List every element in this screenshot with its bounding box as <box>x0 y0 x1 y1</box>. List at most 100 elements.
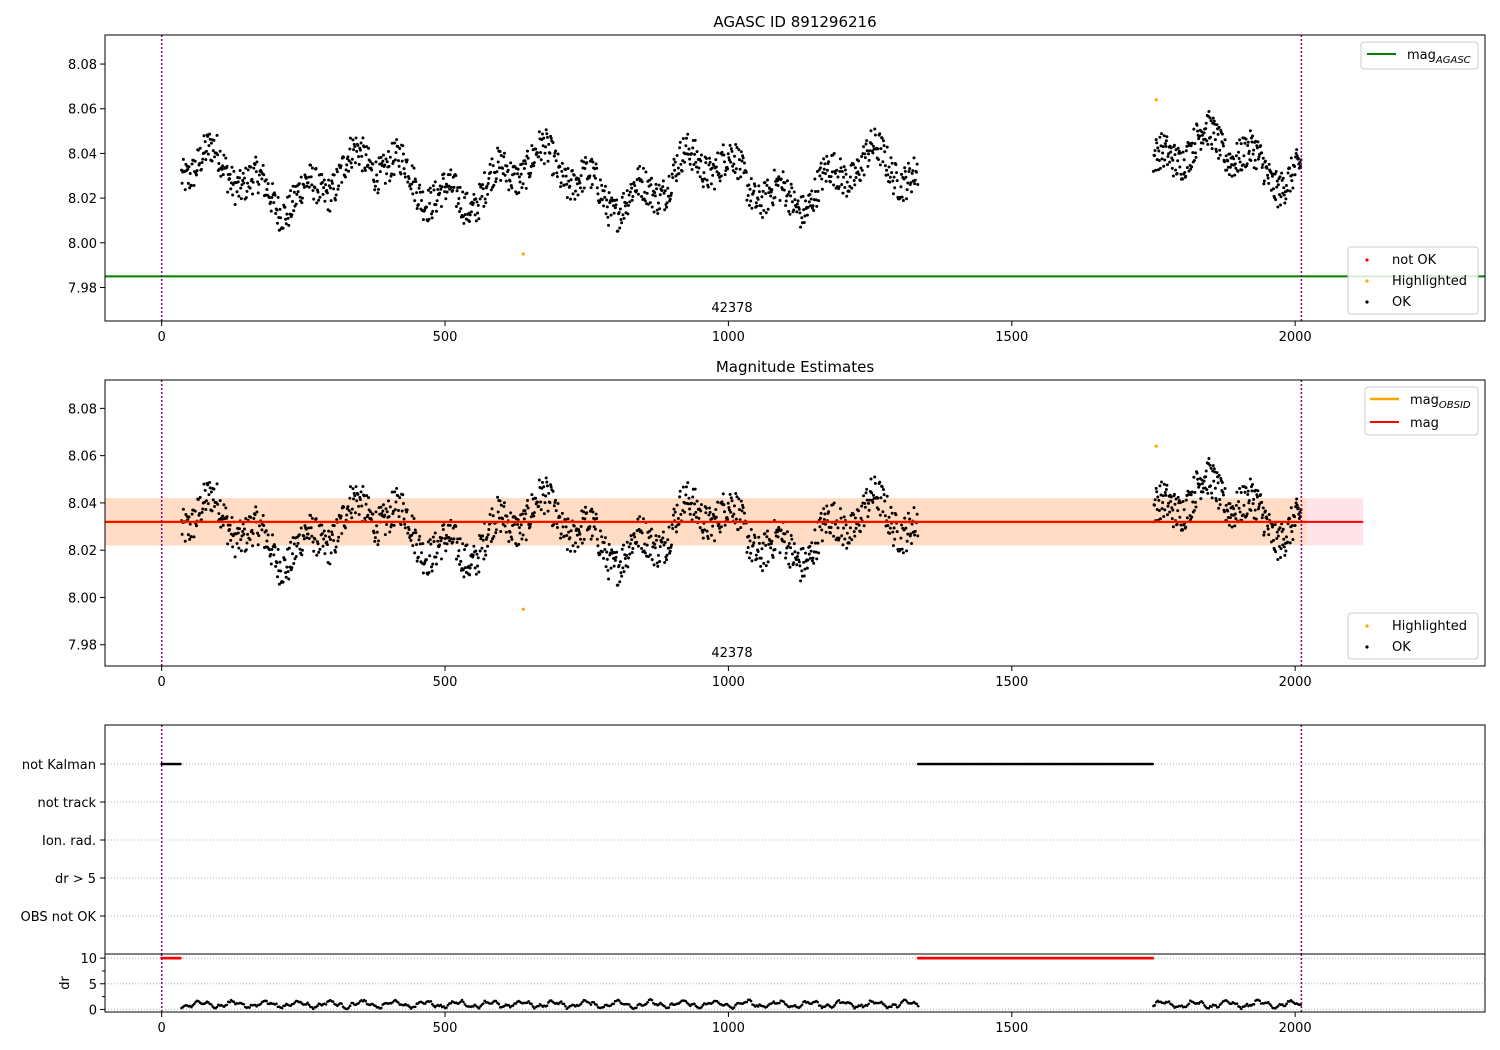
ok-point <box>879 496 883 500</box>
ok-point <box>730 149 734 153</box>
ok-point <box>561 525 565 529</box>
ok-point <box>904 175 908 179</box>
ok-point <box>742 511 746 515</box>
ok-point <box>189 535 193 539</box>
ok-point <box>640 180 644 184</box>
ok-point <box>529 171 533 175</box>
ok-point <box>198 161 202 165</box>
ok-point <box>1261 506 1265 510</box>
ok-point <box>905 188 909 192</box>
ok-point <box>272 543 276 547</box>
ok-point <box>480 546 484 550</box>
dr-point <box>531 1005 535 1008</box>
dr-point <box>232 1000 236 1004</box>
ok-point <box>458 210 462 214</box>
ok-point <box>714 165 718 169</box>
ok-point <box>340 531 344 535</box>
ok-point <box>845 546 849 550</box>
ok-point <box>726 152 730 156</box>
ok-point <box>661 530 665 534</box>
panel-1-xtick-label: 500 <box>433 330 458 345</box>
ok-point <box>320 523 324 527</box>
ok-point <box>507 188 511 192</box>
ok-point <box>1282 193 1286 197</box>
ok-point <box>413 528 417 532</box>
ok-point <box>729 147 733 151</box>
ok-point <box>1153 503 1157 507</box>
ok-point <box>285 565 289 569</box>
ok-point <box>1221 493 1225 497</box>
ok-point <box>566 517 570 521</box>
ok-point <box>718 530 722 534</box>
panel-agasc: AGASC ID 891296216 42378 0 500 1000 1500 200… <box>68 13 1486 345</box>
ok-point <box>208 486 212 490</box>
ok-point <box>833 171 837 175</box>
ok-point <box>596 544 600 548</box>
ok-point <box>206 483 210 487</box>
panel-1-marks <box>105 35 1485 321</box>
ok-point <box>1282 537 1286 541</box>
ok-point <box>298 195 302 199</box>
ok-point <box>607 223 611 227</box>
ok-point <box>900 523 904 527</box>
ok-point <box>364 153 368 157</box>
ok-point <box>246 181 250 185</box>
dr-point <box>242 1002 246 1006</box>
ok-point <box>543 151 547 155</box>
dr-point <box>916 1004 920 1008</box>
ok-point <box>388 179 392 183</box>
ok-point <box>222 153 226 157</box>
ok-point <box>891 544 895 548</box>
ok-point <box>293 557 297 561</box>
ok-point <box>693 487 697 491</box>
ok-point <box>813 177 817 181</box>
ok-point <box>881 160 885 164</box>
ok-point <box>274 564 278 568</box>
ok-point <box>385 160 389 164</box>
ok-point <box>840 169 844 173</box>
ok-point <box>860 154 864 158</box>
ok-point <box>362 494 366 498</box>
ok-point <box>1252 148 1256 152</box>
ok-point <box>434 562 438 566</box>
dr-point <box>547 1001 550 1004</box>
ok-point <box>471 553 475 557</box>
ok-point <box>255 510 259 514</box>
ok-point <box>428 201 432 205</box>
ok-point <box>829 175 833 179</box>
ok-point <box>1223 138 1227 142</box>
ok-point <box>400 509 404 513</box>
ok-point <box>346 155 350 159</box>
ok-point <box>342 155 346 159</box>
ok-point <box>300 548 304 552</box>
ok-point <box>746 194 750 198</box>
ok-point <box>650 527 654 531</box>
ok-point <box>734 143 738 147</box>
legend-marker-not-ok <box>1365 258 1369 262</box>
ok-point <box>1295 503 1299 507</box>
ok-point <box>468 573 472 577</box>
ok-point <box>484 201 488 205</box>
ok-point <box>858 530 862 534</box>
ok-point <box>699 503 703 507</box>
ok-point <box>590 157 594 161</box>
ok-point <box>215 133 219 137</box>
ok-point <box>1213 486 1217 490</box>
ok-point <box>820 187 824 191</box>
ok-point <box>1156 146 1160 150</box>
ok-point <box>347 159 351 163</box>
ok-point <box>829 525 833 529</box>
ok-point <box>1242 154 1246 158</box>
ok-point <box>375 530 379 534</box>
ok-point <box>618 207 622 211</box>
ok-point <box>335 167 339 171</box>
ok-point <box>559 532 563 536</box>
dr-point <box>449 1002 453 1005</box>
ok-point <box>746 545 750 549</box>
ok-point <box>615 550 619 554</box>
dr-point <box>1276 1004 1280 1008</box>
ok-point <box>244 548 248 552</box>
dr-point <box>275 1002 278 1006</box>
ok-point <box>1283 553 1287 557</box>
ok-point <box>352 497 356 501</box>
